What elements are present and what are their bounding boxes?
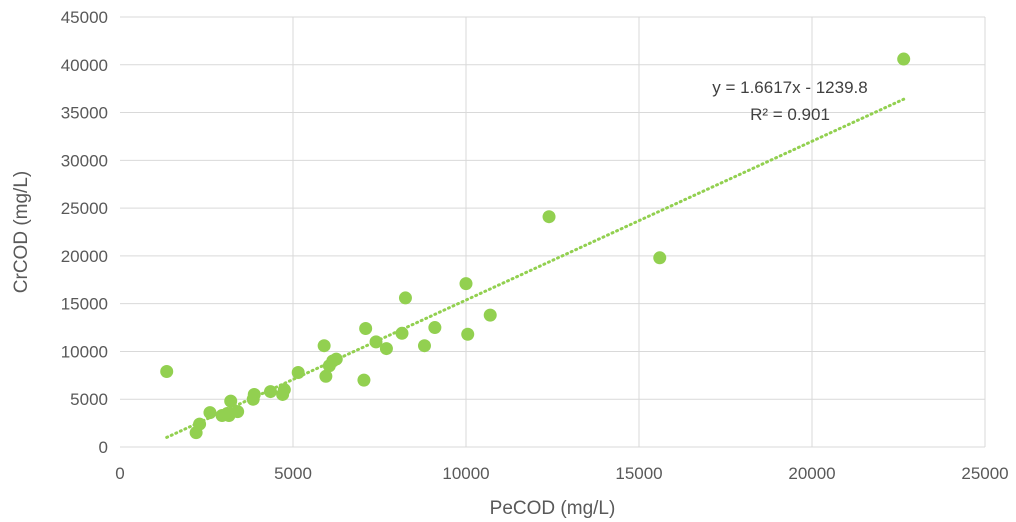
trendline-r2-label: R² = 0.901 xyxy=(750,105,830,124)
x-tick-label: 5000 xyxy=(274,464,312,483)
data-point xyxy=(459,277,473,291)
data-point xyxy=(461,327,475,341)
y-axis-ticks: 0 5000 10000 15000 20000 25000 30000 35000 40000… xyxy=(61,8,108,457)
data-point xyxy=(277,383,291,397)
x-tick-label: 25000 xyxy=(961,464,1008,483)
data-point xyxy=(379,342,393,356)
data-point xyxy=(193,417,207,431)
y-tick-label: 5000 xyxy=(70,390,108,409)
data-points xyxy=(160,52,911,440)
y-tick-label: 20000 xyxy=(61,247,108,266)
data-point xyxy=(483,308,497,322)
data-point xyxy=(247,387,261,401)
y-tick-label: 0 xyxy=(99,438,108,457)
data-point xyxy=(317,339,331,353)
y-tick-label: 35000 xyxy=(61,104,108,123)
data-point xyxy=(369,335,383,349)
y-tick-label: 15000 xyxy=(61,295,108,314)
data-point xyxy=(231,405,245,419)
data-point xyxy=(329,352,343,366)
x-tick-label: 15000 xyxy=(615,464,662,483)
y-tick-label: 30000 xyxy=(61,151,108,170)
data-point xyxy=(897,52,911,66)
data-point xyxy=(398,291,412,305)
x-axis-title: PeCOD (mg/L) xyxy=(490,498,616,519)
data-point xyxy=(542,210,556,224)
data-point xyxy=(224,394,238,408)
x-tick-label: 0 xyxy=(115,464,124,483)
y-tick-label: 40000 xyxy=(61,56,108,75)
data-point xyxy=(291,365,305,379)
x-tick-label: 10000 xyxy=(442,464,489,483)
x-axis-ticks: 0 5000 10000 15000 20000 25000 xyxy=(115,464,1008,483)
data-point xyxy=(428,321,442,335)
data-point xyxy=(357,373,371,387)
data-point xyxy=(203,406,217,420)
x-tick-label: 20000 xyxy=(788,464,835,483)
grid-lines xyxy=(120,16,986,447)
data-point xyxy=(264,385,278,399)
y-tick-label: 25000 xyxy=(61,199,108,218)
trendline-equation-label: y = 1.6617x - 1239.8 xyxy=(712,78,867,97)
y-tick-label: 45000 xyxy=(61,8,108,27)
data-point xyxy=(417,339,431,353)
data-point xyxy=(359,322,373,336)
trendline xyxy=(165,97,906,439)
data-point xyxy=(395,326,409,340)
data-point xyxy=(653,251,667,265)
y-tick-label: 10000 xyxy=(61,342,108,361)
data-point xyxy=(160,365,174,379)
data-point xyxy=(319,369,333,383)
y-axis-title: CrCOD (mg/L) xyxy=(11,171,32,293)
